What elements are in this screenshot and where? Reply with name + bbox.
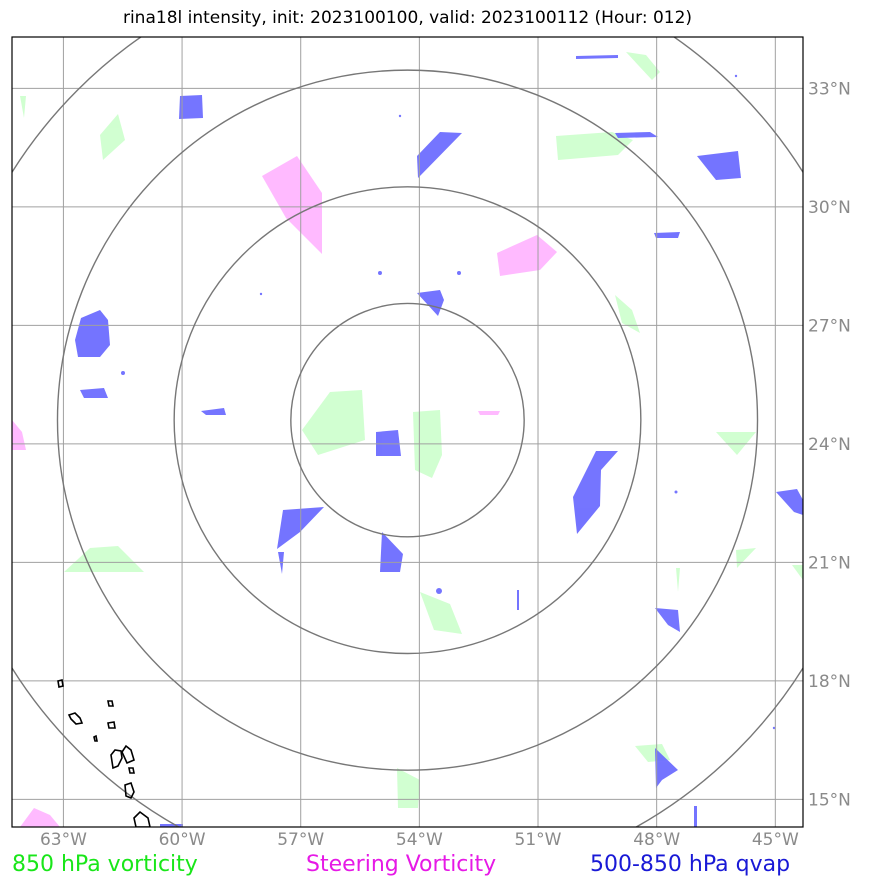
steering-patch — [20, 808, 60, 827]
steering-patch — [478, 411, 500, 415]
legend-steering: Steering Vorticity — [306, 852, 497, 877]
qvap-dot — [378, 271, 382, 275]
qvap-dot — [259, 292, 263, 296]
island-outline — [57, 679, 64, 688]
island-outline — [93, 734, 98, 742]
latitude-tick-label: 33°N — [808, 79, 851, 99]
qvap-patch — [655, 748, 678, 788]
latitude-tick-label: 24°N — [808, 435, 851, 455]
latitude-tick-label: 30°N — [808, 198, 851, 218]
vort850-patch — [64, 546, 144, 572]
qvap-patch — [417, 290, 444, 316]
latitude-tick-label: 27°N — [808, 316, 851, 336]
qvap-dot — [121, 371, 125, 375]
steering-layer — [12, 156, 557, 827]
latitude-tick-labels: 15°N 18°N 21°N 24°N 27°N 30°N 33°N — [808, 79, 851, 810]
vort850-patch — [20, 96, 26, 118]
latitude-tick-label: 21°N — [808, 553, 851, 573]
legend-qvap: 500-850 hPa qvap — [590, 852, 791, 877]
map-background — [12, 37, 803, 827]
coastline — [57, 679, 151, 827]
vort850-patch — [792, 565, 803, 580]
latitude-tick-label: 18°N — [808, 672, 851, 692]
qvap-patch — [654, 232, 680, 238]
vort850-patch — [556, 132, 633, 160]
range-ring — [56, 69, 759, 771]
qvap-dot — [457, 271, 461, 275]
qvap-patch — [776, 489, 803, 515]
qvap-patch — [576, 55, 618, 59]
vort850-patch — [626, 52, 660, 80]
longitude-tick-label: 48°W — [633, 830, 680, 850]
qvap-patch — [573, 451, 618, 534]
longitude-tick-label: 63°W — [40, 830, 87, 850]
qvap-dot — [436, 588, 442, 594]
graticule — [12, 37, 803, 827]
vort850-patch — [100, 114, 125, 160]
vort850-layer — [20, 52, 803, 808]
qvap-patch — [694, 806, 697, 827]
qvap-dot — [674, 490, 678, 494]
island-outline — [121, 744, 135, 765]
vort850-patch — [676, 568, 680, 592]
longitude-tick-label: 60°W — [159, 830, 206, 850]
qvap-patch — [697, 151, 741, 180]
qvap-patch — [80, 388, 108, 398]
qvap-dot — [772, 726, 776, 730]
vort850-patch — [302, 390, 365, 455]
longitude-tick-label: 51°W — [515, 830, 562, 850]
qvap-patch — [201, 408, 226, 415]
latitude-tick-label: 15°N — [808, 790, 851, 810]
vort850-patch — [615, 295, 640, 333]
legend-vort850: 850 hPa vorticity — [12, 852, 198, 877]
steering-patch — [12, 420, 26, 450]
island-outline — [67, 712, 84, 725]
qvap-dot — [398, 114, 402, 118]
range-ring — [290, 302, 525, 538]
island-outline — [124, 781, 135, 800]
island-outline — [107, 721, 116, 729]
plot-title: rina18l intensity, init: 2023100100, val… — [122, 8, 693, 28]
vort850-patch — [397, 768, 420, 808]
qvap-patch — [517, 590, 519, 610]
vort850-patch — [736, 548, 756, 568]
qvap-patch — [417, 132, 462, 178]
map-frame — [11, 36, 804, 828]
qvap-patch — [179, 95, 203, 119]
island-outline — [133, 810, 151, 827]
steering-patch — [497, 235, 557, 276]
qvap-patch — [655, 608, 680, 632]
qvap-patch — [615, 132, 658, 138]
island-outline — [110, 749, 123, 770]
longitude-tick-label: 45°W — [752, 830, 799, 850]
range-ring — [173, 186, 642, 655]
island-outline — [128, 767, 135, 774]
longitude-tick-label: 54°W — [396, 830, 443, 850]
qvap-patch — [278, 552, 284, 574]
steering-patch — [262, 156, 322, 254]
vort850-patch — [420, 592, 462, 634]
longitude-tick-labels: 63°W 60°W 57°W 54°W 51°W 48°W 45°W — [40, 830, 799, 850]
qvap-dot — [734, 74, 738, 78]
qvap-patch — [376, 430, 401, 456]
longitude-tick-label: 57°W — [277, 830, 324, 850]
island-outline — [107, 700, 114, 707]
qvap-patch — [75, 310, 110, 357]
